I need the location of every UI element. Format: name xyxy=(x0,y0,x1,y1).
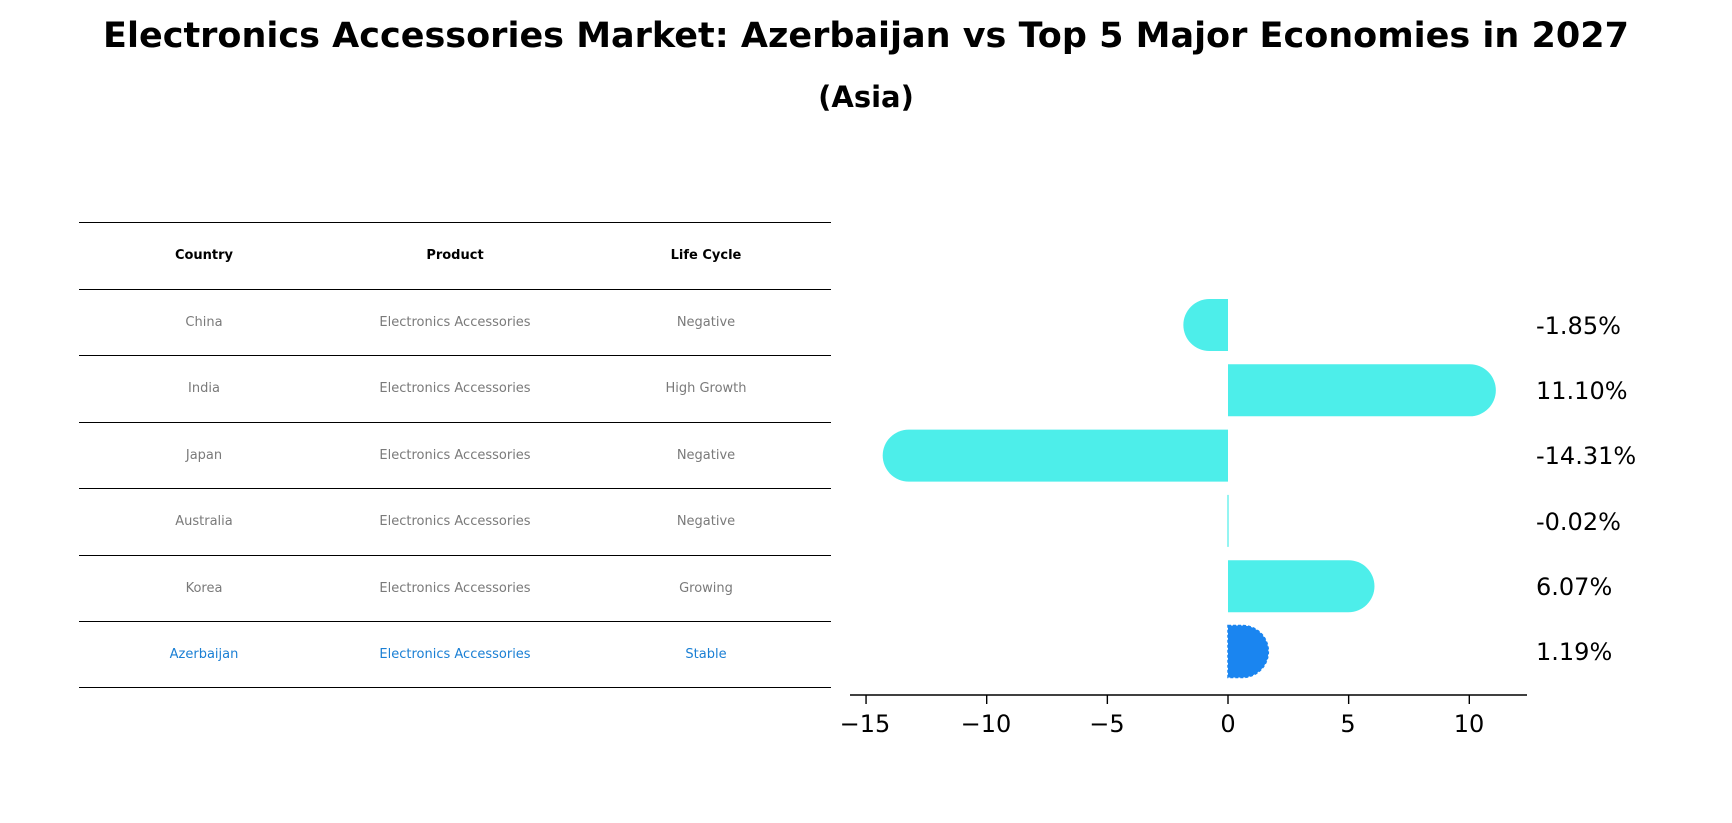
bar-india xyxy=(1228,364,1496,417)
column-header-product: Product xyxy=(426,248,484,264)
table-row: India Electronics Accessories High Growt… xyxy=(79,355,831,422)
chart-title: Electronics Accessories Market: Azerbaij… xyxy=(103,16,1629,56)
cell-life-cycle: Negative xyxy=(676,314,736,330)
table-row-highlighted: Azerbaijan Electronics Accessories Stabl… xyxy=(79,621,831,688)
value-label: -14.31% xyxy=(1536,442,1637,470)
cell-product: Electronics Accessories xyxy=(379,314,531,330)
cell-country: Korea xyxy=(185,580,223,596)
data-table: Country Product Life Cycle China Electro… xyxy=(79,222,831,688)
cell-country: India xyxy=(188,381,220,397)
table-header-row: Country Product Life Cycle xyxy=(79,222,831,289)
cell-life-cycle: High Growth xyxy=(665,381,747,397)
cell-country: Azerbaijan xyxy=(169,646,239,662)
bar-korea xyxy=(1228,560,1375,613)
cell-life-cycle: Stable xyxy=(685,646,727,662)
column-header-life-cycle: Life Cycle xyxy=(670,248,742,264)
bar-australia xyxy=(1227,494,1229,547)
value-label: -0.02% xyxy=(1536,508,1621,536)
value-label: -1.85% xyxy=(1536,312,1621,340)
table-row: Australia Electronics Accessories Negati… xyxy=(79,488,831,555)
cell-product: Electronics Accessories xyxy=(379,381,531,397)
bar-azerbaijan xyxy=(1227,624,1270,679)
table-row: Korea Electronics Accessories Growing xyxy=(79,554,831,622)
cell-product: Electronics Accessories xyxy=(379,514,531,530)
table-row: Japan Electronics Accessories Negative xyxy=(79,421,831,489)
bar-japan xyxy=(882,429,1228,482)
cell-product: Electronics Accessories xyxy=(379,580,531,596)
x-tick-label: 5 xyxy=(1340,710,1356,738)
value-label: 6.07% xyxy=(1536,573,1613,601)
chart-subtitle: (Asia) xyxy=(818,80,914,114)
cell-life-cycle: Growing xyxy=(679,580,733,596)
cell-country: Australia xyxy=(175,514,233,530)
x-tick-label: −15 xyxy=(839,710,891,738)
cell-country: China xyxy=(185,314,223,330)
x-tick-label: 0 xyxy=(1220,710,1236,738)
x-tick-label: 10 xyxy=(1453,710,1485,738)
cell-life-cycle: Negative xyxy=(676,514,736,530)
cell-product: Electronics Accessories xyxy=(379,646,531,662)
value-label: 1.19% xyxy=(1536,638,1613,666)
bar-china xyxy=(1183,299,1228,351)
value-label: 11.10% xyxy=(1536,377,1628,405)
table-row: China Electronics Accessories Negative xyxy=(79,288,831,356)
cell-product: Electronics Accessories xyxy=(379,447,531,463)
cell-life-cycle: Negative xyxy=(676,447,736,463)
x-tick-label: −10 xyxy=(960,710,1012,738)
x-tick-label: −5 xyxy=(1089,710,1125,738)
column-header-country: Country xyxy=(174,248,234,264)
cell-country: Japan xyxy=(185,447,223,463)
